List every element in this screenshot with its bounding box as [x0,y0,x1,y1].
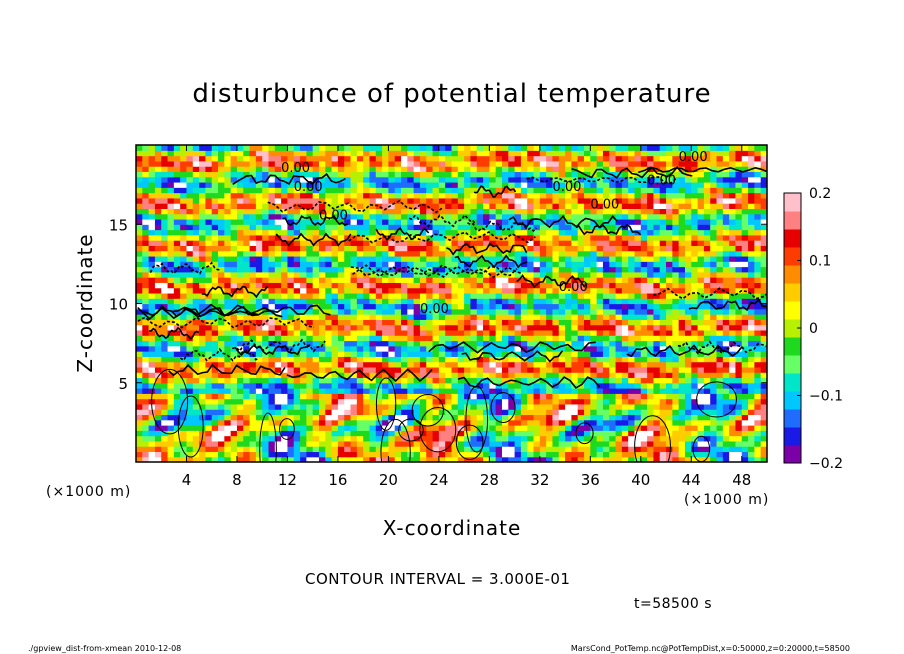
colorbar-tick-label: 0.2 [809,186,831,202]
contour-value-label: 0.00 [552,180,581,195]
colorbar-cell [784,247,801,266]
colorbar-cell [784,445,801,464]
y-tick-label: 10 [109,296,128,314]
colorbar-cell [784,373,801,392]
colorbar-tick-label: 0 [809,321,818,337]
x-tick-label: 12 [278,471,297,489]
contour-value-label: 0.00 [319,208,348,223]
x-tick-label: 48 [732,471,751,489]
colorbar-cell [784,211,801,230]
colorbar-cell [784,409,801,428]
x-tick-label: 40 [631,471,650,489]
contour-labels: 0.000.00 0.00 0.000.000.000.000.000.00 [281,150,707,317]
x-tick-label: 16 [328,471,347,489]
footer-right: MarsCond_PotTemp.nc@PotTempDist,x=0:5000… [571,644,850,653]
colorbar-cell [784,283,801,302]
colorbar-tick-label: −0.1 [809,389,843,405]
colorbar-cell [784,319,801,338]
x-tick-label: 8 [232,471,242,489]
y-tick-label: 15 [109,216,128,234]
colorbar-cell [784,265,801,284]
colorbar-tick-label: 0.1 [809,254,831,270]
contour-value-label: 0.00 [679,150,708,165]
x-tick-label: 44 [682,471,701,489]
x-tick-label: 32 [530,471,549,489]
colorbar-cell [784,337,801,356]
contour-value-label: 0.00 [281,161,310,176]
colorbar-cell [784,193,801,212]
colorbar-cell [784,391,801,410]
colorbar-cell [784,301,801,320]
contour-interval-note: CONTOUR INTERVAL = 3.000E-01 [305,570,570,588]
chart-title: disturbunce of potential temperature [192,79,711,109]
y-axis: 5 10 15 [109,216,767,393]
colorbar: 0.2 0.1 0 −0.1 −0.2 [783,186,843,472]
colorbar-cell [784,355,801,374]
x-axis-unit-left: (×1000 m) [46,484,131,500]
x-axis-unit-right: (×1000 m) [684,492,769,508]
colorbar-cells [784,193,801,464]
colorbar-ticks: 0.2 0.1 0 −0.1 −0.2 [797,186,843,472]
contour-value-label: 0.00 [559,280,588,295]
colorbar-tick-label: −0.2 [809,456,843,472]
contour-value-label: 0.00 [647,174,676,189]
time-label: t=58500 s [634,596,712,612]
contour-value-label: 0.00 [420,302,449,317]
contour-lines [137,165,767,462]
footer-left: ./gpview_dist-from-xmean 2010-12-08 [28,644,181,653]
x-tick-label: 28 [480,471,499,489]
x-tick-label: 4 [182,471,192,489]
y-axis-label: Z-coordinate [73,233,97,372]
x-tick-label: 24 [429,471,448,489]
x-tick-label: 20 [379,471,398,489]
x-tick-label: 36 [581,471,600,489]
colorbar-cell [784,229,801,248]
contour-value-label: 0.00 [590,197,619,212]
x-axis-label: X-coordinate [383,516,522,540]
colorbar-cell [784,427,801,446]
y-tick-label: 5 [118,375,128,393]
x-axis: 4 8 12 16 20 24 28 32 36 40 44 48 [182,145,751,489]
contour-value-label: 0.00 [294,180,323,195]
